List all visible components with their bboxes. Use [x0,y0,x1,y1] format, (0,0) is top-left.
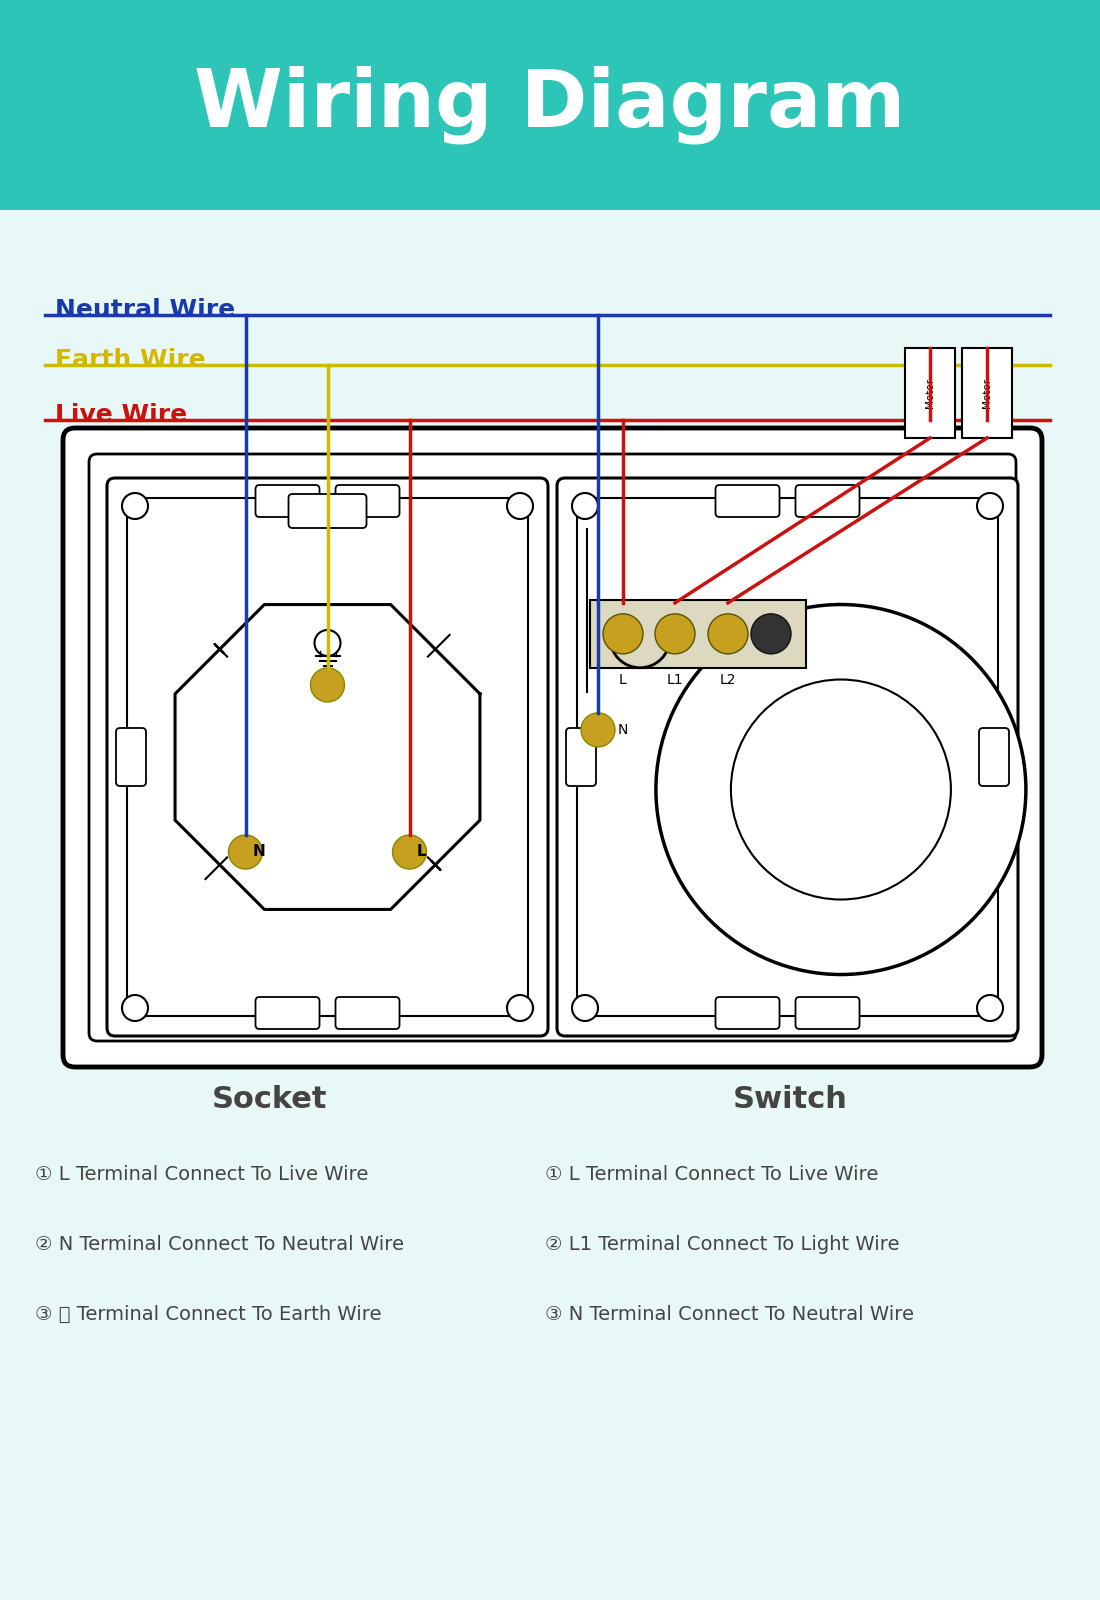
FancyBboxPatch shape [979,728,1009,786]
Circle shape [751,614,791,654]
Circle shape [122,995,149,1021]
Text: Earth Wire: Earth Wire [55,349,206,371]
Circle shape [315,630,341,656]
Text: Motor: Motor [925,378,935,408]
Circle shape [730,680,950,899]
Circle shape [654,614,695,654]
Circle shape [581,714,615,747]
FancyBboxPatch shape [255,485,319,517]
FancyBboxPatch shape [795,485,859,517]
Text: Live Wire: Live Wire [55,403,187,427]
Circle shape [603,614,644,654]
FancyBboxPatch shape [107,478,548,1037]
Circle shape [572,493,598,518]
FancyBboxPatch shape [336,485,399,517]
FancyBboxPatch shape [905,349,955,438]
Text: ② L1 Terminal Connect To Light Wire: ② L1 Terminal Connect To Light Wire [544,1235,900,1254]
Circle shape [393,835,427,869]
Text: ① L Terminal Connect To Live Wire: ① L Terminal Connect To Live Wire [35,1165,369,1184]
Circle shape [977,493,1003,518]
Circle shape [656,605,1026,974]
FancyBboxPatch shape [255,997,319,1029]
FancyBboxPatch shape [89,454,1016,1042]
Text: Socket: Socket [212,1085,328,1114]
FancyBboxPatch shape [557,478,1018,1037]
Circle shape [977,995,1003,1021]
Text: N: N [618,723,628,738]
FancyBboxPatch shape [63,427,1042,1067]
FancyBboxPatch shape [116,728,146,786]
FancyBboxPatch shape [795,997,859,1029]
Circle shape [507,995,534,1021]
FancyBboxPatch shape [126,498,528,1016]
FancyBboxPatch shape [590,600,806,667]
FancyBboxPatch shape [336,997,399,1029]
Text: ③ N Terminal Connect To Neutral Wire: ③ N Terminal Connect To Neutral Wire [544,1306,914,1325]
FancyBboxPatch shape [715,485,780,517]
Text: ② N Terminal Connect To Neutral Wire: ② N Terminal Connect To Neutral Wire [35,1235,404,1254]
Circle shape [572,995,598,1021]
Text: ③ ⏚ Terminal Connect To Earth Wire: ③ ⏚ Terminal Connect To Earth Wire [35,1306,382,1325]
Text: L1: L1 [667,674,683,686]
FancyBboxPatch shape [715,997,780,1029]
FancyBboxPatch shape [578,498,998,1016]
Text: Wiring Diagram: Wiring Diagram [195,66,905,144]
Text: N: N [253,845,265,859]
Text: L2: L2 [719,674,736,686]
Circle shape [708,614,748,654]
Text: Switch: Switch [733,1085,847,1114]
FancyBboxPatch shape [0,0,1100,210]
Circle shape [507,493,534,518]
Circle shape [310,669,344,702]
Text: ① L Terminal Connect To Live Wire: ① L Terminal Connect To Live Wire [544,1165,879,1184]
FancyBboxPatch shape [962,349,1012,438]
FancyBboxPatch shape [288,494,366,528]
Text: L: L [417,845,426,859]
Text: Motor: Motor [982,378,992,408]
FancyBboxPatch shape [566,728,596,786]
Circle shape [122,493,149,518]
Text: L: L [619,674,627,686]
Circle shape [229,835,263,869]
Text: Neutral Wire: Neutral Wire [55,298,235,322]
